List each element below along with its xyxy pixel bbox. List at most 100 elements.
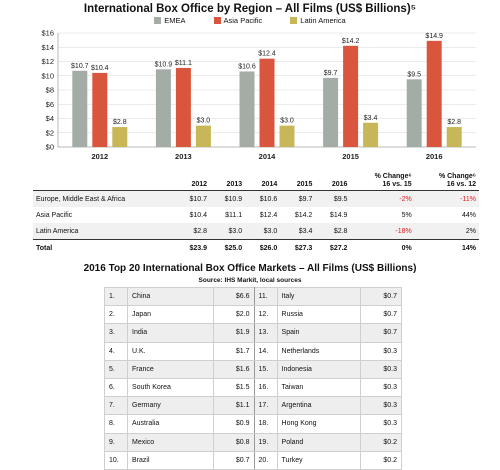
market-country: Italy bbox=[276, 286, 362, 307]
bar-asia-pacific bbox=[426, 40, 442, 147]
market-country: Argentina bbox=[276, 396, 362, 416]
market-row: 8. Australia $0.9 18. Hong Kong $0.3 bbox=[104, 414, 402, 434]
x-tick-label: 2015 bbox=[342, 152, 359, 161]
summary-header-cell: % Change⁶ 16 vs. 15 bbox=[350, 172, 415, 191]
data-label: $10.7 bbox=[71, 63, 89, 70]
data-label: $10.4 bbox=[91, 65, 109, 72]
market-rank: 20. bbox=[253, 450, 278, 470]
market-country: U.K. bbox=[127, 341, 214, 361]
summary-value: $10.7 bbox=[174, 190, 211, 207]
market-country: Indonesia bbox=[276, 359, 362, 379]
summary-value: $2.8 bbox=[315, 223, 351, 240]
summary-row: Asia Pacific $10.4 $11.1 $12.4 $14.2 $14.9 5% 4… bbox=[33, 207, 479, 223]
market-rank: 10. bbox=[104, 450, 128, 470]
market-row: 5. France $1.6 15. Indonesia $0.3 bbox=[104, 359, 402, 379]
summary-value: 44% bbox=[461, 211, 476, 219]
market-country: Spain bbox=[276, 323, 362, 343]
market-country: Hong Kong bbox=[276, 414, 362, 434]
market-row: 10. Brazil $0.7 20. Turkey $0.2 bbox=[104, 450, 402, 470]
total-value: $26.0 bbox=[245, 239, 281, 256]
market-box-office: $1.5 bbox=[212, 377, 255, 398]
market-rank: 14. bbox=[253, 341, 278, 361]
chart-title: International Box Office by Region – All… bbox=[83, 3, 417, 15]
bar-asia-pacific bbox=[259, 58, 275, 147]
bar-latin-america bbox=[195, 125, 211, 147]
summary-value: 2% bbox=[414, 223, 479, 240]
market-rank: 19. bbox=[253, 432, 278, 452]
market-row: 6. South Korea $1.5 16. Taiwan $0.3 bbox=[104, 377, 402, 398]
y-tick-label: $16 bbox=[41, 29, 54, 38]
y-tick-label: $6 bbox=[46, 100, 54, 109]
market-box-office: $0.7 bbox=[360, 305, 402, 325]
market-box-office: $0.7 bbox=[360, 323, 402, 343]
summary-value: $10.4 bbox=[189, 211, 208, 219]
market-rank: 13. bbox=[253, 323, 278, 343]
market-country: Russia bbox=[276, 305, 362, 325]
summary-value: -2% bbox=[350, 190, 415, 207]
total-value: $27.3 bbox=[280, 239, 316, 256]
total-label: Total bbox=[33, 239, 175, 256]
y-tick-label: $10 bbox=[41, 71, 54, 80]
market-country: Turkey bbox=[276, 450, 362, 470]
bar-emea bbox=[155, 69, 171, 147]
markets-source: Source: IHS Markit, local sources bbox=[198, 277, 302, 284]
total-value: $27.2 bbox=[315, 239, 351, 256]
x-tick-label: 2014 bbox=[259, 152, 277, 161]
total-value: $25.0 bbox=[210, 239, 246, 256]
summary-row: Latin America $2.8 $3.0 $3.0 $3.4 $2.8 -18% 2% bbox=[33, 223, 479, 240]
bar-emea bbox=[72, 70, 88, 147]
market-row: 1. China $6.6 11. Italy $0.7 bbox=[104, 286, 402, 307]
x-tick-label: 2013 bbox=[175, 152, 192, 161]
market-box-office: $0.3 bbox=[360, 414, 402, 434]
summary-total-row: Total $23.9 $25.0 $26.0 $27.3 $27.2 0% 14% bbox=[33, 239, 479, 256]
market-country: South Korea bbox=[127, 377, 214, 398]
summary-value: $12.4 bbox=[259, 211, 278, 219]
market-country: Japan bbox=[127, 305, 214, 325]
market-rank: 4. bbox=[104, 341, 128, 361]
legend-item-asia-pacific: Asia Pacific bbox=[213, 16, 263, 25]
summary-header-cell: 2012 bbox=[174, 172, 211, 191]
market-row: 2. Japan $2.0 12. Russia $0.7 bbox=[104, 305, 402, 325]
market-country: Netherlands bbox=[276, 341, 362, 361]
summary-header-row: 2012 2013 2014 2015 2016% Change⁶ 16 vs. 15% … bbox=[33, 172, 479, 191]
market-rank: 16. bbox=[253, 377, 278, 398]
data-label: $3.4 bbox=[364, 115, 378, 122]
summary-value: -11% bbox=[414, 190, 479, 207]
data-label: $3.0 bbox=[280, 118, 294, 125]
data-label: $10.9 bbox=[155, 61, 173, 68]
market-country: China bbox=[127, 286, 214, 307]
market-country: Taiwan bbox=[276, 377, 362, 398]
legend-label: EMEA bbox=[164, 16, 186, 25]
market-box-office: $0.3 bbox=[360, 396, 402, 416]
market-rank: 6. bbox=[104, 377, 128, 398]
market-country: India bbox=[127, 323, 214, 343]
y-tick-label: $4 bbox=[46, 114, 54, 123]
market-box-office: $1.7 bbox=[212, 341, 255, 361]
y-tick-label: $12 bbox=[41, 57, 54, 66]
summary-value: $3.0 bbox=[245, 223, 281, 240]
summary-header-cell: 2013 bbox=[210, 172, 246, 191]
legend-swatch bbox=[154, 17, 162, 24]
markets-title: 2016 Top 20 International Box Office Mar… bbox=[83, 263, 417, 274]
data-label: $10.6 bbox=[238, 63, 256, 70]
market-box-office: $1.1 bbox=[212, 396, 255, 416]
data-label: $2.8 bbox=[113, 119, 127, 126]
summary-value: $9.7 bbox=[280, 190, 316, 207]
y-tick-label: $14 bbox=[41, 43, 54, 52]
market-country: Australia bbox=[127, 414, 214, 434]
y-tick-label: $2 bbox=[46, 128, 54, 137]
summary-value: $2.8 bbox=[174, 223, 211, 240]
data-label: $3.0 bbox=[197, 118, 211, 125]
legend-label: Asia Pacific bbox=[223, 16, 263, 25]
bar-latin-america bbox=[279, 125, 295, 147]
market-box-office: $0.7 bbox=[360, 286, 402, 307]
x-tick-label: 2016 bbox=[426, 152, 443, 161]
summary-value: $10.6 bbox=[245, 190, 281, 207]
market-rank: 9. bbox=[104, 432, 128, 452]
data-label: $12.4 bbox=[258, 51, 276, 58]
data-label: $14.2 bbox=[342, 38, 360, 45]
data-label: $14.9 bbox=[425, 33, 443, 40]
data-label: $11.1 bbox=[175, 60, 192, 67]
market-row: 9. Mexico $0.8 19. Poland $0.2 bbox=[104, 432, 402, 452]
market-country: Poland bbox=[276, 432, 362, 452]
